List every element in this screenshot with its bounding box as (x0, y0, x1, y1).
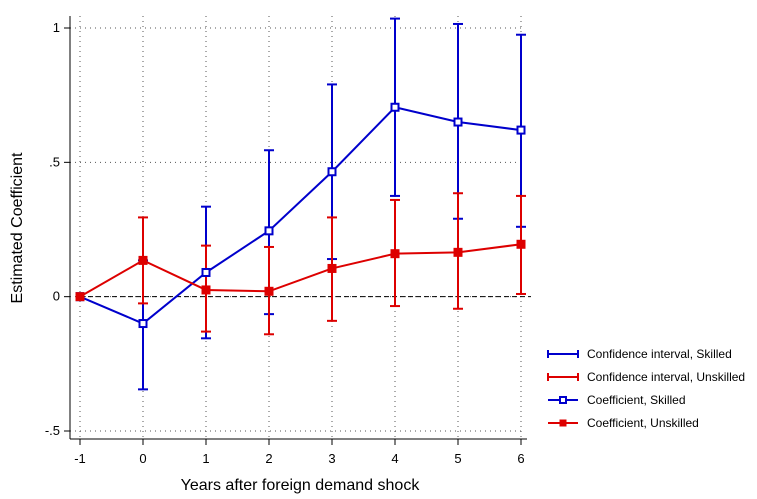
marker-skilled (453, 117, 463, 127)
x-axis-title: Years after foreign demand shock (181, 477, 421, 494)
legend-marker-skilled (559, 396, 567, 404)
x-tick-label: 4 (391, 451, 398, 466)
legend-label: Confidence interval, Skilled (587, 347, 732, 361)
x-tick-label: 3 (328, 451, 335, 466)
marker-unskilled (327, 263, 337, 273)
marker-unskilled (453, 247, 463, 257)
marker-unskilled (201, 285, 211, 295)
marker-skilled (201, 267, 211, 277)
legend: Confidence interval, Skilled Confidence i… (547, 347, 745, 430)
marker-skilled (138, 319, 148, 329)
x-tick-label: 2 (265, 451, 272, 466)
legend-label: Coefficient, Skilled (587, 393, 686, 407)
x-tick-label: 6 (517, 451, 524, 466)
y-tick-label: -.5 (45, 423, 60, 438)
marker-skilled (327, 167, 337, 177)
axes: 1 .5 0 -.5 -1 0 1 2 3 4 5 6 (45, 16, 527, 466)
x-tick-label: 1 (202, 451, 209, 466)
legend-label: Confidence interval, Unskilled (587, 370, 745, 384)
y-tick-label: .5 (49, 154, 60, 169)
marker-skilled (390, 102, 400, 112)
y-axis-title: Estimated Coefficient (9, 152, 26, 303)
coefficient-line-unskilled (79, 243, 522, 298)
legend-label: Coefficient, Unskilled (587, 416, 699, 430)
legend-marker-unskilled (559, 419, 567, 427)
marker-unskilled (138, 255, 148, 265)
marker-unskilled (75, 292, 85, 302)
x-tick-label: 5 (454, 451, 461, 466)
marker-unskilled (264, 286, 274, 296)
marker-skilled (264, 226, 274, 236)
data-series (75, 17, 526, 391)
y-tick-label: 1 (53, 20, 60, 35)
grid-lines (70, 16, 525, 439)
marker-unskilled (390, 249, 400, 259)
y-tick-label: 0 (53, 289, 60, 304)
coefficient-line-skilled (79, 106, 522, 325)
x-tick-label: -1 (74, 451, 86, 466)
marker-unskilled (516, 239, 526, 249)
x-tick-label: 0 (139, 451, 146, 466)
marker-skilled (516, 125, 526, 135)
